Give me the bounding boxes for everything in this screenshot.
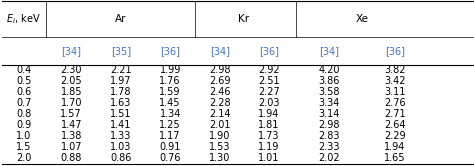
Text: 1.17: 1.17 — [159, 131, 181, 141]
Text: 2.30: 2.30 — [61, 65, 82, 75]
Text: 1.33: 1.33 — [110, 131, 131, 141]
Text: 1.63: 1.63 — [110, 98, 131, 108]
Text: 2.01: 2.01 — [209, 120, 230, 130]
Text: [36]: [36] — [160, 46, 180, 56]
Text: 2.0: 2.0 — [16, 153, 31, 164]
Text: 2.71: 2.71 — [384, 109, 406, 119]
Text: [35]: [35] — [110, 46, 131, 56]
Text: 1.25: 1.25 — [159, 120, 181, 130]
Text: [34]: [34] — [319, 46, 339, 56]
Text: 3.86: 3.86 — [318, 76, 339, 86]
Text: 2.51: 2.51 — [258, 76, 280, 86]
Text: 2.69: 2.69 — [209, 76, 230, 86]
Text: 0.91: 0.91 — [159, 142, 181, 152]
Text: 2.21: 2.21 — [110, 65, 131, 75]
Text: 1.85: 1.85 — [61, 87, 82, 97]
Text: 2.76: 2.76 — [384, 98, 406, 108]
Text: 1.07: 1.07 — [61, 142, 82, 152]
Text: 2.46: 2.46 — [209, 87, 230, 97]
Text: 0.7: 0.7 — [16, 98, 31, 108]
Text: 2.98: 2.98 — [318, 120, 340, 130]
Text: 0.6: 0.6 — [16, 87, 31, 97]
Text: 2.14: 2.14 — [209, 109, 230, 119]
Text: 1.41: 1.41 — [110, 120, 131, 130]
Text: [34]: [34] — [210, 46, 229, 56]
Text: 2.98: 2.98 — [209, 65, 230, 75]
Text: Kr: Kr — [237, 14, 249, 24]
Text: 1.70: 1.70 — [61, 98, 82, 108]
Text: 3.42: 3.42 — [384, 76, 406, 86]
Text: 4.20: 4.20 — [318, 65, 340, 75]
Text: 1.59: 1.59 — [159, 87, 181, 97]
Text: 3.34: 3.34 — [318, 98, 339, 108]
Text: Xe: Xe — [356, 14, 368, 24]
Text: 1.73: 1.73 — [258, 131, 280, 141]
Text: 2.33: 2.33 — [318, 142, 340, 152]
Text: 1.19: 1.19 — [258, 142, 280, 152]
Text: 1.78: 1.78 — [110, 87, 131, 97]
Text: 1.94: 1.94 — [258, 109, 280, 119]
Text: 1.47: 1.47 — [61, 120, 82, 130]
Text: 1.81: 1.81 — [258, 120, 280, 130]
Text: 1.0: 1.0 — [16, 131, 31, 141]
Text: 3.82: 3.82 — [384, 65, 406, 75]
Text: 1.65: 1.65 — [384, 153, 406, 164]
Text: 2.92: 2.92 — [258, 65, 280, 75]
Text: 1.99: 1.99 — [159, 65, 181, 75]
Text: 3.58: 3.58 — [318, 87, 340, 97]
Text: 1.90: 1.90 — [209, 131, 230, 141]
Text: Ar: Ar — [115, 14, 127, 24]
Text: [36]: [36] — [385, 46, 405, 56]
Text: 1.5: 1.5 — [16, 142, 31, 152]
Text: 1.45: 1.45 — [159, 98, 181, 108]
Text: 0.86: 0.86 — [110, 153, 131, 164]
Text: 1.03: 1.03 — [110, 142, 131, 152]
Text: 2.05: 2.05 — [60, 76, 82, 86]
Text: 2.02: 2.02 — [318, 153, 340, 164]
Text: 1.38: 1.38 — [61, 131, 82, 141]
Text: 1.76: 1.76 — [159, 76, 181, 86]
Text: 0.76: 0.76 — [159, 153, 181, 164]
Text: 1.57: 1.57 — [60, 109, 82, 119]
Text: 1.30: 1.30 — [209, 153, 230, 164]
Text: 0.9: 0.9 — [16, 120, 31, 130]
Text: 1.34: 1.34 — [159, 109, 181, 119]
Text: 1.94: 1.94 — [384, 142, 406, 152]
Text: 1.97: 1.97 — [110, 76, 131, 86]
Text: 2.28: 2.28 — [209, 98, 230, 108]
Text: 1.53: 1.53 — [209, 142, 230, 152]
Text: 0.4: 0.4 — [16, 65, 31, 75]
Text: 2.27: 2.27 — [258, 87, 280, 97]
Text: 1.51: 1.51 — [110, 109, 131, 119]
Text: 2.83: 2.83 — [318, 131, 340, 141]
Text: 3.14: 3.14 — [318, 109, 339, 119]
Text: 1.01: 1.01 — [258, 153, 280, 164]
Text: 3.11: 3.11 — [384, 87, 406, 97]
Text: [36]: [36] — [259, 46, 279, 56]
Text: 0.8: 0.8 — [16, 109, 31, 119]
Text: 0.88: 0.88 — [61, 153, 82, 164]
Text: [34]: [34] — [61, 46, 81, 56]
Text: 0.5: 0.5 — [16, 76, 31, 86]
Text: 2.03: 2.03 — [258, 98, 280, 108]
Text: 2.29: 2.29 — [384, 131, 406, 141]
Text: 2.64: 2.64 — [384, 120, 406, 130]
Text: $E_i$, keV: $E_i$, keV — [6, 12, 41, 26]
